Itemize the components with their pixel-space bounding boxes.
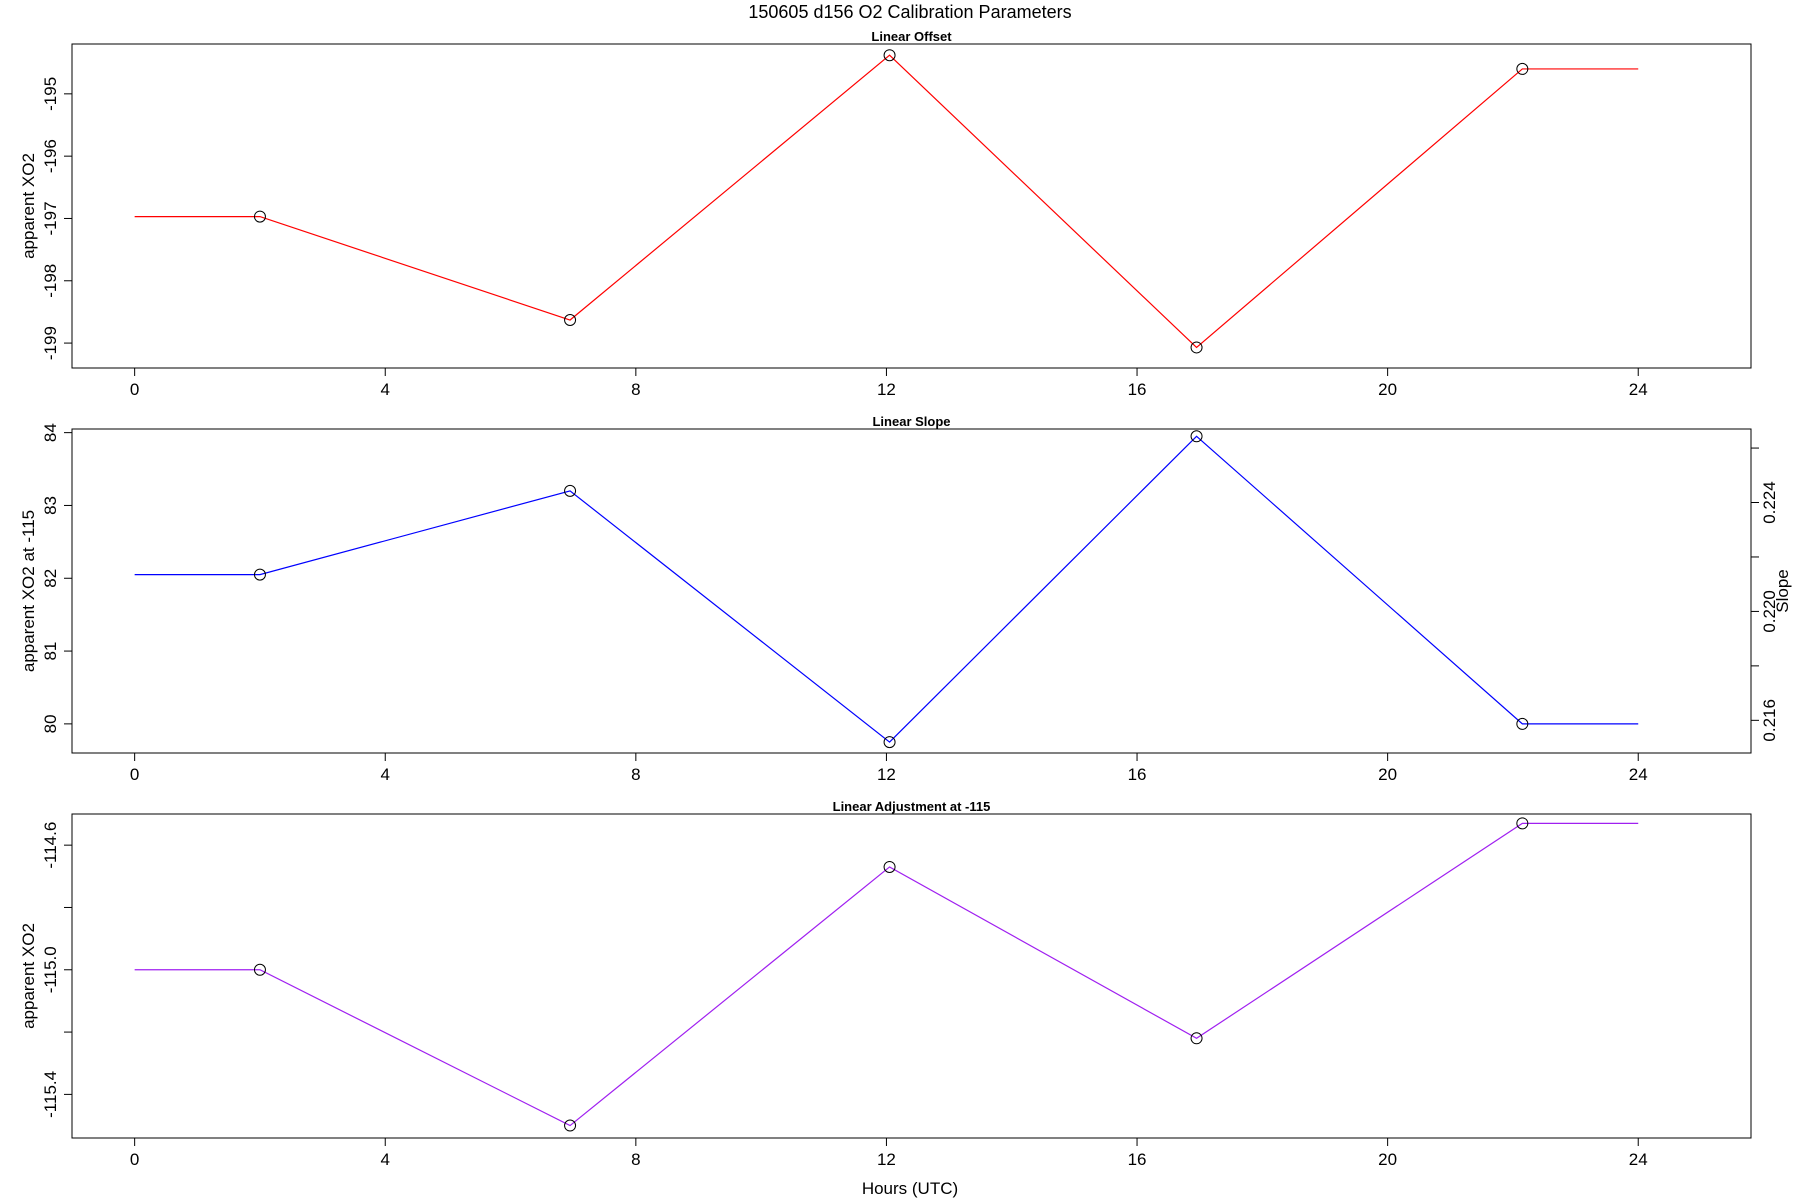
x-tick-label: 12 [877, 765, 896, 784]
x-tick-label: 24 [1629, 380, 1648, 399]
y-tick-label: 84 [41, 423, 60, 442]
x-tick-label: 0 [130, 1150, 139, 1169]
x-tick-label: 12 [877, 380, 896, 399]
data-point [564, 314, 577, 327]
y-axis-label: apparent XO2 [19, 153, 38, 259]
y2-tick-label: 0.216 [1760, 699, 1779, 742]
panel-3: Linear Adjustment at -115 0 4 8 12 16 20 24 -115… [19, 799, 1752, 1169]
x-tick-label: 8 [631, 380, 640, 399]
data-point [253, 963, 266, 976]
x-tick-label: 4 [381, 380, 390, 399]
panel-2: Linear Slope 0 4 8 12 16 20 24 80 81 82 83 84 apparen… [19, 414, 1792, 784]
x-tick-label: 20 [1378, 1150, 1397, 1169]
y-tick-label: -198 [41, 264, 60, 298]
data-point [883, 736, 896, 749]
y-tick-label: 80 [41, 714, 60, 733]
y2-axis-label: Slope [1773, 569, 1792, 612]
plot-frame [71, 43, 1752, 369]
x-tick-label: 4 [381, 1150, 390, 1169]
x-tick-label: 24 [1629, 1150, 1648, 1169]
x-tick-label: 20 [1378, 765, 1397, 784]
data-point [883, 860, 896, 873]
y-tick-label: -115.4 [41, 1071, 60, 1118]
data-point [1516, 817, 1529, 830]
data-point [883, 49, 896, 62]
x-tick-label: 0 [130, 380, 139, 399]
series-line [134, 435, 1639, 743]
panels: Linear Offset 0 4 8 12 16 20 24 -199 -198 -197 -196… [19, 29, 1792, 1169]
y-axis-label: apparent XO2 [19, 923, 38, 1029]
x-tick-label: 8 [631, 765, 640, 784]
panel-1: Linear Offset 0 4 8 12 16 20 24 -199 -198 -197 -196… [19, 29, 1752, 399]
x-tick-label: 0 [130, 765, 139, 784]
data-point [253, 210, 266, 223]
y2-tick-label: 0.224 [1760, 481, 1779, 524]
x-tick-label: 16 [1128, 1150, 1147, 1169]
data-point [1190, 341, 1203, 354]
y-tick-label: -114.6 [41, 822, 60, 869]
series-line [134, 822, 1639, 1127]
x-tick-label: 4 [381, 765, 390, 784]
y-tick-label: 81 [41, 642, 60, 661]
x-tick-label: 20 [1378, 380, 1397, 399]
series-line [134, 54, 1639, 349]
data-point [253, 568, 266, 581]
y-tick-label: -195 [41, 77, 60, 111]
x-axis-label: Hours (UTC) [862, 1179, 958, 1198]
x-tick-label: 12 [877, 1150, 896, 1169]
panel-title: Linear Slope [872, 414, 950, 429]
y-tick-label: -199 [41, 326, 60, 360]
x-tick-label: 24 [1629, 765, 1648, 784]
data-point [564, 484, 577, 497]
panel-title: Linear Adjustment at -115 [833, 799, 991, 814]
y-tick-label: -115.0 [41, 946, 60, 993]
data-point [564, 1119, 577, 1132]
data-point [1190, 1032, 1203, 1045]
y-tick-label: -197 [41, 201, 60, 235]
plot-frame [71, 813, 1752, 1139]
y-axis-label: apparent XO2 at -115 [19, 510, 38, 672]
panel-title: Linear Offset [871, 29, 952, 44]
data-point [1516, 717, 1529, 730]
y-tick-label: 83 [41, 496, 60, 515]
data-point [1190, 430, 1203, 443]
figure-title: 150605 d156 O2 Calibration Parameters [748, 2, 1071, 22]
data-point [1516, 62, 1529, 75]
y2-tick-label: 0.220 [1760, 590, 1779, 633]
x-tick-label: 8 [631, 1150, 640, 1169]
x-tick-label: 16 [1128, 765, 1147, 784]
y-tick-label: -196 [41, 139, 60, 173]
plot-frame [71, 428, 1752, 754]
x-tick-label: 16 [1128, 380, 1147, 399]
y-tick-label: 82 [41, 569, 60, 588]
